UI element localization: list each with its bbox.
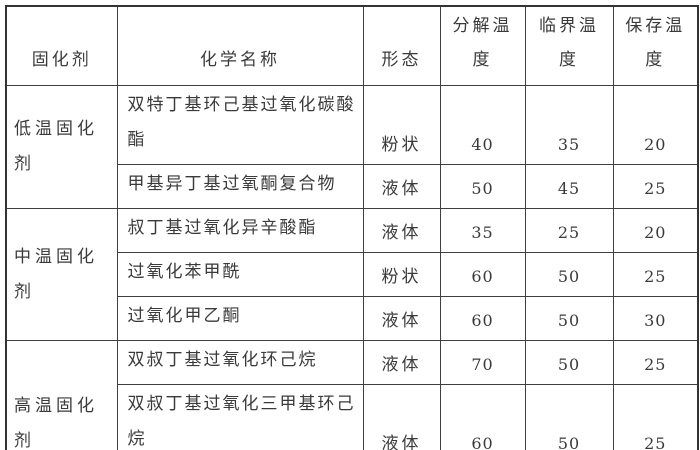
table-row: 双叔丁基过氧化三甲基环己烷 液体 60 50 25 bbox=[6, 384, 699, 450]
chemical-name-cell: 双叔丁基过氧化三甲基环己烷 bbox=[116, 384, 364, 450]
header-form: 形态 bbox=[362, 5, 441, 86]
critical-temp-cell: 25 bbox=[524, 208, 614, 253]
critical-temp-cell: 50 bbox=[524, 340, 614, 385]
critical-temp-cell: 45 bbox=[524, 164, 614, 209]
chemical-name-cell: 过氧化甲乙酮 bbox=[116, 296, 364, 341]
table-row: 中温固化剂 叔丁基过氧化异辛酸酯 液体 35 25 20 bbox=[5, 208, 699, 341]
storage-temp-cell: 20 bbox=[612, 208, 699, 253]
decomposition-temp-cell: 60 bbox=[439, 296, 526, 341]
header-critical-temp: 临界温度 bbox=[524, 5, 614, 86]
decomposition-temp-cell: 70 bbox=[439, 340, 526, 385]
chemical-name-cell: 过氧化苯甲酰 bbox=[116, 252, 364, 297]
group-cell-high-temp: 高温固化剂 bbox=[5, 340, 118, 450]
chemical-name-cell: 双叔丁基过氧化环己烷 bbox=[116, 340, 364, 385]
critical-temp-cell: 50 bbox=[524, 296, 614, 341]
storage-temp-cell: 25 bbox=[612, 164, 699, 209]
table-header-row: 固化剂 化学名称 形态 分解温度 临界温度 保存温度 bbox=[5, 5, 699, 86]
storage-temp-cell: 20 bbox=[612, 85, 699, 165]
form-cell: 液体 bbox=[362, 340, 441, 385]
group-cell-low-temp: 低温固化剂 bbox=[5, 85, 118, 209]
critical-temp-cell: 50 bbox=[524, 252, 614, 297]
decomposition-temp-cell: 60 bbox=[439, 252, 526, 297]
form-cell: 液体 bbox=[362, 208, 441, 253]
critical-temp-cell: 50 bbox=[524, 384, 614, 450]
chemical-name-cell: 甲基异丁基过氧酮复合物 bbox=[116, 164, 364, 209]
form-cell: 液体 bbox=[362, 296, 441, 341]
table-row: 高温固化剂 双叔丁基过氧化环己烷 液体 70 50 25 bbox=[5, 340, 699, 450]
header-storage-temp: 保存温度 bbox=[612, 5, 699, 86]
storage-temp-cell: 25 bbox=[612, 384, 699, 450]
header-chemical-name: 化学名称 bbox=[116, 5, 364, 86]
storage-temp-cell: 30 bbox=[612, 296, 699, 341]
decomposition-temp-cell: 50 bbox=[439, 164, 526, 209]
group-cell-medium-temp: 中温固化剂 bbox=[5, 208, 118, 341]
table-row: 过氧化苯甲酰 粉状 60 50 25 bbox=[6, 252, 699, 297]
chemical-name-cell: 双特丁基环己基过氧化碳酸酯 bbox=[116, 85, 364, 165]
storage-temp-cell: 25 bbox=[612, 252, 699, 297]
storage-temp-cell: 25 bbox=[612, 340, 699, 385]
table-row: 甲基异丁基过氧酮复合物 液体 50 45 25 bbox=[6, 164, 699, 209]
table-row: 过氧化甲乙酮 液体 60 50 30 bbox=[6, 296, 699, 341]
header-curing-agent: 固化剂 bbox=[5, 5, 118, 86]
header-decomposition-temp: 分解温度 bbox=[439, 5, 526, 86]
chemical-name-cell: 叔丁基过氧化异辛酸酯 bbox=[116, 208, 364, 253]
form-cell: 液体 bbox=[362, 164, 441, 209]
form-cell: 粉状 bbox=[362, 252, 441, 297]
decomposition-temp-cell: 60 bbox=[439, 384, 526, 450]
table-row: 低温固化剂 双特丁基环己基过氧化碳酸酯 粉状 40 35 20 bbox=[5, 85, 699, 209]
decomposition-temp-cell: 35 bbox=[439, 208, 526, 253]
critical-temp-cell: 35 bbox=[524, 85, 614, 165]
form-cell: 液体 bbox=[362, 384, 441, 450]
curing-agents-table: 固化剂 化学名称 形态 分解温度 临界温度 保存温度 低温固化剂 双特丁基环己基… bbox=[5, 5, 699, 450]
form-cell: 粉状 bbox=[362, 85, 441, 165]
decomposition-temp-cell: 40 bbox=[439, 85, 526, 165]
